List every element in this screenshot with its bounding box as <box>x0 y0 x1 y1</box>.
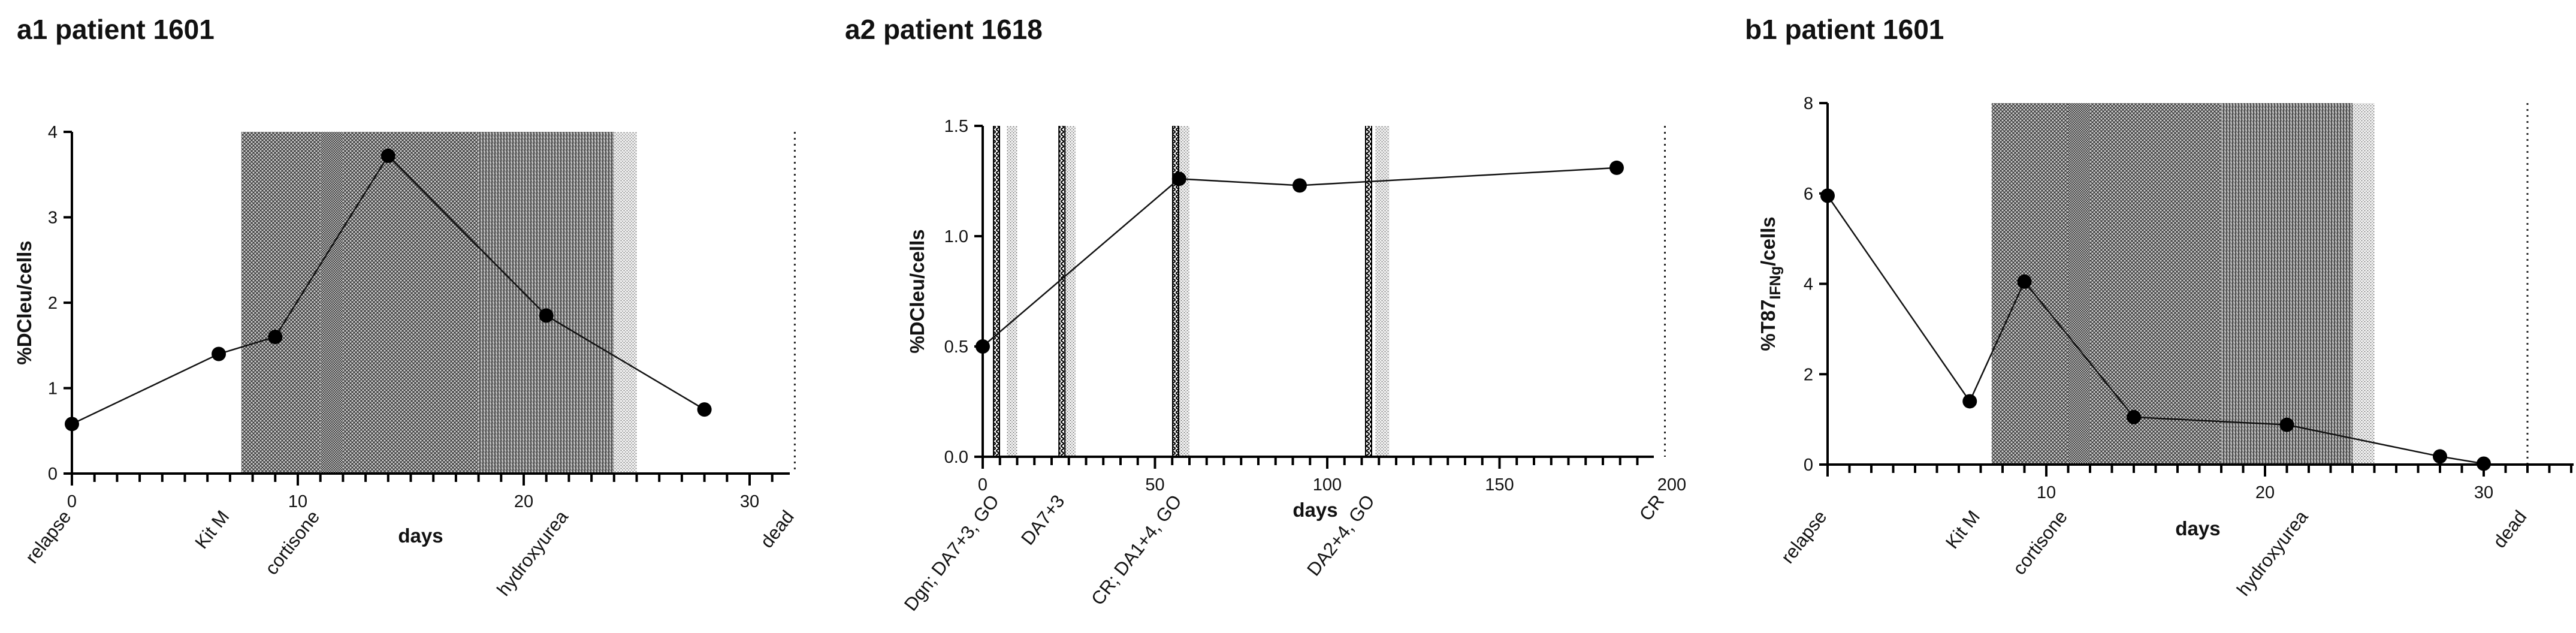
event-label: DA7+3 <box>1017 491 1068 549</box>
y-tick-label: 4 <box>1804 275 1813 294</box>
series-line <box>71 154 705 425</box>
event-label: relapse <box>21 507 75 568</box>
panel-a1-title: a1 patient 1601 <box>17 14 215 45</box>
x-tick-label: 50 <box>1145 475 1164 495</box>
event-label: relapse <box>1777 507 1831 568</box>
treatment-period-1 <box>1007 126 1017 457</box>
data-point <box>212 346 227 361</box>
event-label: dead <box>2489 507 2530 552</box>
y-tick-label: 0 <box>1804 456 1813 475</box>
x-tick-label: 200 <box>1657 475 1686 495</box>
x-tick-label: 30 <box>2474 483 2493 502</box>
x-tick-label: 20 <box>2255 483 2275 502</box>
series-line <box>982 167 1617 347</box>
y-axis-title: %T87IFNg/cells <box>1757 216 1784 351</box>
treatment-period-2 <box>1065 126 1076 457</box>
y-tick-label: 4 <box>48 123 58 142</box>
panel-b1-title: b1 patient 1601 <box>1745 14 1944 45</box>
y-tick-label: 3 <box>48 209 58 228</box>
data-point <box>1962 394 1977 409</box>
therapy-bar-4 <box>1366 126 1372 457</box>
x-tick-label: 0 <box>978 475 987 495</box>
event-label: dead <box>756 507 798 552</box>
treatment-period-3 <box>343 132 479 474</box>
event-label: CR; DA1+4, GO <box>1087 491 1186 609</box>
data-point <box>1820 188 1835 203</box>
data-point <box>539 308 554 323</box>
treatment-period-4 <box>2221 103 2352 465</box>
event-label: cortisone <box>2009 507 2071 579</box>
treatment-period-2 <box>2068 103 2090 465</box>
data-point <box>268 330 283 344</box>
data-point <box>976 339 990 354</box>
event-label: cortisone <box>261 507 324 579</box>
chart-b1: 0 2 4 6 8 10 20 30 days %T87IFNg/cells relapse Kit … <box>1757 94 2574 600</box>
treatment-period-5 <box>614 132 637 474</box>
x-axis-title: days <box>398 525 443 547</box>
x-tick-label: 0 <box>67 492 77 511</box>
y-axis-title-part: /cells <box>1757 216 1779 266</box>
x-axis-title: days <box>1292 499 1337 521</box>
y-tick-label: 8 <box>1804 94 1813 113</box>
y-tick-label: 6 <box>1804 185 1813 204</box>
treatment-period-1 <box>241 132 321 474</box>
x-tick-label: 10 <box>288 492 307 511</box>
treatment-period-3 <box>2090 103 2221 465</box>
data-point <box>697 402 712 417</box>
treatment-period-4 <box>478 132 614 474</box>
x-axis-title: days <box>2175 517 2220 539</box>
data-point <box>65 417 79 432</box>
y-tick-label: 2 <box>48 294 58 313</box>
y-tick-label: 0.0 <box>944 448 968 467</box>
x-tick-label: 10 <box>2037 483 2056 502</box>
data-point <box>2127 409 2141 424</box>
y-tick-label: 0 <box>48 465 58 484</box>
y-tick-label: 1.0 <box>944 227 968 246</box>
y-axis-title-part: %T87 <box>1757 299 1779 351</box>
therapy-bar-2 <box>1059 126 1065 457</box>
event-label: Dgn; DA7+3, GO <box>900 491 1003 615</box>
data-point <box>2279 417 2294 432</box>
x-tick-label: 100 <box>1313 475 1342 495</box>
treatment-period-2 <box>320 132 343 474</box>
data-point <box>1171 171 1186 186</box>
x-tick-label: 20 <box>514 492 533 511</box>
therapy-bar-1 <box>993 126 999 457</box>
therapy-bar-3 <box>1173 126 1179 457</box>
event-label: hydroxyurea <box>2233 506 2312 600</box>
data-point <box>1292 178 1307 193</box>
y-tick-label: 0.5 <box>944 337 968 357</box>
event-label: Kit M <box>1941 507 1984 553</box>
data-point <box>2017 274 2032 289</box>
treatment-period-4 <box>1375 126 1390 457</box>
event-label: hydroxyurea <box>493 506 572 600</box>
y-tick-label: 1.5 <box>944 117 968 136</box>
y-tick-label: 1 <box>48 379 58 399</box>
y-axis-title: %DCleu/cells <box>13 240 35 364</box>
y-axis-title: %DCleu/cells <box>906 229 928 353</box>
event-label: CR <box>1635 491 1668 525</box>
y-axis-title-part: IFNg <box>1767 266 1784 300</box>
panel-a2-title: a2 patient 1618 <box>845 14 1043 45</box>
chart-a1: 0 1 2 3 4 0 10 20 30 days %DCleu/cells relapse Kit M… <box>13 123 798 600</box>
event-label: Kit M <box>191 507 233 553</box>
y-tick-label: 2 <box>1804 365 1813 384</box>
x-tick-label: 150 <box>1485 475 1514 495</box>
data-point <box>1609 160 1624 175</box>
treatment-period-5 <box>2352 103 2375 465</box>
chart-a2: 0.0 0.5 1.0 1.5 0 50 100 150 200 days %DCleu/cells… <box>900 117 1686 615</box>
data-point <box>2477 456 2491 471</box>
data-point <box>2433 449 2447 464</box>
data-point <box>380 148 395 163</box>
x-tick-label: 30 <box>740 492 759 511</box>
